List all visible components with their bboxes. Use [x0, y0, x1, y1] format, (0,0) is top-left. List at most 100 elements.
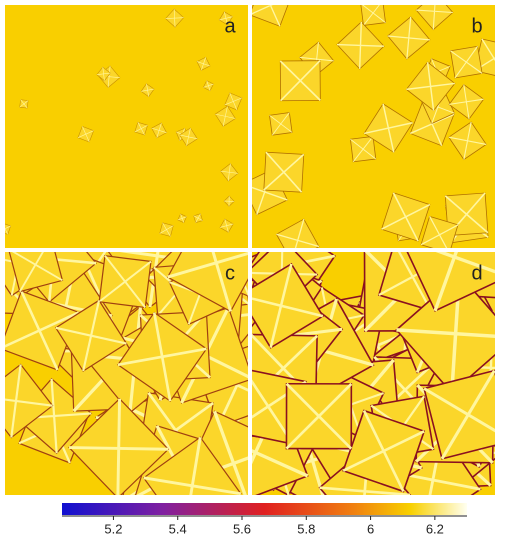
grain-ridge: [220, 163, 239, 182]
grain: [285, 382, 353, 450]
grain: [196, 56, 211, 71]
grain-ridge: [406, 62, 455, 111]
grain: [134, 121, 148, 136]
grain-ridge: [159, 222, 174, 237]
grain-ridge: [342, 409, 425, 493]
grain: [423, 369, 495, 460]
grains: [252, 5, 495, 248]
grain: [448, 83, 485, 120]
grain: [263, 151, 305, 193]
grain: [405, 61, 456, 112]
grains: [252, 252, 495, 495]
tick-label: 6.2: [426, 521, 444, 536]
grain-ridge: [134, 122, 148, 136]
tick-label: 5.2: [104, 521, 122, 536]
tick-label: 5.4: [169, 521, 187, 536]
grain: [336, 21, 385, 70]
grain-ridge: [177, 213, 187, 223]
grain: [381, 192, 431, 242]
grain-ridge: [165, 9, 184, 28]
grain: [363, 103, 414, 153]
grain: [448, 121, 487, 161]
grain-ridge: [77, 126, 94, 143]
grain: [165, 8, 185, 28]
grain: [159, 222, 174, 237]
grain-ridge: [69, 398, 169, 495]
grains: [5, 8, 243, 237]
grain-ridge: [219, 11, 233, 25]
grain: [252, 5, 292, 27]
grain-ridge: [193, 213, 203, 223]
grain-ridge: [363, 103, 413, 153]
grain-ridge: [5, 364, 53, 438]
panel-label: a: [224, 15, 236, 37]
grain-ridge: [350, 136, 377, 163]
colorbar: [62, 503, 467, 515]
grain: [179, 127, 198, 147]
grain: [420, 215, 459, 248]
panel: d: [252, 252, 495, 495]
grain-body: [5, 222, 12, 235]
panel-background: [5, 5, 248, 248]
grain-ridge: [263, 151, 305, 193]
grain-ridge: [167, 252, 248, 312]
grain-ridge: [416, 5, 453, 30]
grain-ridge: [203, 80, 214, 91]
grain-ridge: [276, 218, 320, 248]
grain-ridge: [141, 83, 155, 97]
grain: [252, 262, 324, 349]
grain: [98, 255, 152, 309]
tick-label: 5.8: [297, 521, 315, 536]
grain: [360, 5, 386, 26]
grain: [220, 163, 239, 182]
grain-ridge: [223, 196, 235, 207]
grain: [19, 99, 29, 109]
panel-label: b: [471, 15, 482, 37]
grain: [450, 45, 483, 79]
grain-ridge: [151, 122, 167, 138]
panel-label: d: [471, 262, 482, 284]
grain-ridge: [420, 216, 459, 248]
grain-ridge: [117, 312, 207, 402]
grain: [140, 83, 155, 98]
grain: [5, 290, 80, 371]
grain: [275, 218, 320, 248]
grain: [218, 11, 233, 26]
grain-ridge: [336, 21, 385, 69]
grain: [387, 16, 431, 60]
grain-ridge: [381, 192, 431, 242]
panel: a: [5, 5, 248, 248]
grain: [395, 273, 495, 394]
grain-ridge: [285, 382, 353, 450]
grains: [5, 252, 248, 495]
grain-ridge: [360, 5, 386, 26]
grain-ridge: [449, 84, 484, 120]
grain: [142, 436, 242, 495]
grain-ridge: [55, 300, 127, 372]
panel-label: c: [225, 262, 235, 284]
grain-ridge: [215, 106, 236, 127]
grain: [166, 252, 248, 313]
grain: [54, 299, 128, 372]
grain-ridge: [19, 99, 29, 109]
tick-label: 6: [367, 521, 374, 536]
grain: [193, 213, 203, 223]
grain-ridge: [196, 57, 211, 71]
grain: [269, 112, 293, 136]
grain-ridge: [96, 67, 111, 81]
grain-ridge: [400, 252, 495, 312]
grain: [202, 80, 214, 92]
grain-ridge: [252, 263, 324, 348]
grain-ridge: [448, 121, 487, 160]
grain-ridge: [423, 369, 495, 460]
grain-ridge: [279, 60, 321, 102]
grain: [5, 222, 12, 235]
grain-ridge: [387, 16, 430, 60]
grain: [279, 60, 321, 102]
grain: [415, 5, 454, 31]
grain: [5, 363, 54, 439]
grain-ridge: [252, 5, 292, 27]
grain: [177, 213, 187, 224]
grain-ridge: [269, 112, 293, 136]
